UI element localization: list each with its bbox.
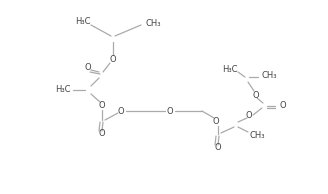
- Text: O: O: [99, 101, 105, 111]
- Text: O: O: [213, 118, 219, 126]
- Text: O: O: [215, 144, 221, 152]
- Text: O: O: [118, 107, 124, 115]
- Text: CH₃: CH₃: [250, 131, 265, 139]
- Text: CH₃: CH₃: [145, 18, 160, 28]
- Text: H₃C: H₃C: [55, 86, 71, 94]
- Text: O: O: [110, 55, 116, 63]
- Text: O: O: [253, 90, 259, 100]
- Text: O: O: [246, 111, 252, 120]
- Text: H₃C: H₃C: [222, 64, 238, 74]
- Text: H₃C: H₃C: [75, 17, 91, 27]
- Text: O: O: [85, 63, 91, 73]
- Text: O: O: [99, 130, 105, 139]
- Text: O: O: [279, 101, 286, 111]
- Text: CH₃: CH₃: [261, 70, 277, 80]
- Text: O: O: [167, 107, 173, 115]
